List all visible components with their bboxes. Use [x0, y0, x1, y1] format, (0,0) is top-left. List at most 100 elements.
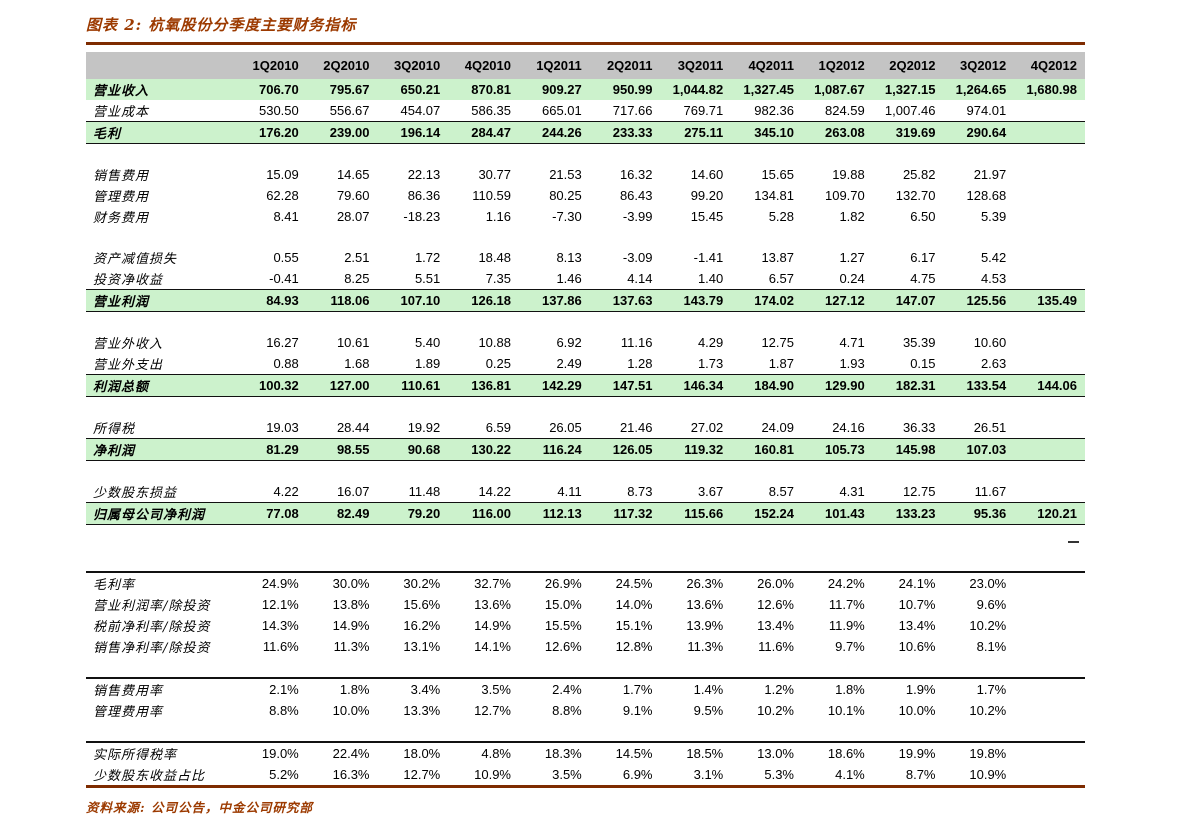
cell-value: 1.2% — [731, 677, 802, 700]
row-label: 利润总额 — [86, 374, 236, 397]
cell-value: 1.28 — [627, 356, 653, 371]
table-row: 投资净收益 -0.41 8.25 5.51 7.35 1.46 4.14 1.40 6.57 0.… — [86, 268, 1085, 290]
cell-value: 1,680.98 — [1014, 79, 1085, 100]
cell-value: 133.54 — [943, 374, 1015, 397]
spacer-row — [86, 657, 1085, 678]
cell-value: 160.81 — [731, 438, 802, 461]
cell-value: 6.50 — [910, 209, 936, 224]
cell-value: 19.88 — [832, 167, 865, 182]
cell-value: 319.69 — [872, 121, 944, 144]
cell-value: 19.8% — [943, 741, 1015, 764]
cell-value: 81.29 — [236, 438, 307, 461]
row-label: 毛利率 — [86, 571, 236, 594]
table-row: 少数股东收益占比 5.2% 16.3% 12.7% 10.9% 3.5% 6.9% 3.1% 5… — [86, 764, 1085, 785]
cell-value — [1014, 571, 1085, 594]
cell-value: 26.0% — [731, 571, 802, 594]
cell-value: 79.20 — [377, 502, 449, 525]
cell-value: 147.07 — [872, 289, 944, 312]
cell-value: 15.0% — [544, 597, 582, 612]
cell-value — [1014, 100, 1085, 122]
cell-value: 14.1% — [474, 639, 511, 654]
cell-value: 21.53 — [549, 167, 582, 182]
cell-value: 14.0% — [615, 597, 653, 612]
cell-value: 1.68 — [344, 356, 370, 371]
cell-value: -3.09 — [622, 250, 653, 265]
cell-value: 18.0% — [377, 741, 449, 764]
cell-value — [1014, 417, 1085, 439]
cell-value: 119.32 — [660, 438, 732, 461]
spacer-row — [86, 144, 1085, 165]
column-header: 4Q2011 — [731, 52, 802, 79]
cell-value: 116.24 — [519, 438, 590, 461]
cell-value: 1.40 — [697, 271, 724, 286]
cell-value: 909.27 — [519, 79, 590, 100]
spacer-cell — [86, 461, 1085, 482]
cell-value: 10.1% — [827, 703, 865, 718]
table-row: 管理费用率 8.8% 10.0% 13.3% 12.7% 8.8% 9.1% 9.5% 10.2… — [86, 700, 1085, 721]
cell-value: 107.03 — [943, 438, 1015, 461]
cell-value: 6.92 — [556, 335, 582, 350]
cell-value: 184.90 — [731, 374, 802, 397]
spacer-row — [86, 312, 1085, 333]
table-body: 营业收入 706.70 795.67 650.21 870.81 909.27 950.99… — [86, 79, 1085, 785]
cell-value: 135.49 — [1014, 289, 1085, 312]
cell-value: 5.42 — [980, 250, 1007, 265]
cell-value: 18.6% — [802, 741, 873, 764]
cell-value: 12.6% — [544, 639, 582, 654]
cell-value — [1014, 206, 1085, 227]
cell-value: 586.35 — [471, 103, 511, 118]
cell-value: 12.75 — [761, 335, 794, 350]
cell-value: 5.2% — [269, 767, 299, 782]
cell-value: 137.86 — [519, 289, 590, 312]
cell-value: 10.0% — [898, 703, 936, 718]
cell-value: 196.14 — [377, 121, 449, 144]
cell-value: 0.24 — [839, 271, 865, 286]
cell-value: 62.28 — [266, 188, 299, 203]
cell-value: 717.66 — [612, 103, 653, 118]
cell-value: 11.9% — [828, 618, 865, 633]
cell-value: 26.9% — [519, 571, 590, 594]
row-label-header — [86, 52, 236, 79]
spacer-row — [86, 461, 1085, 482]
cell-value: 118.06 — [306, 289, 378, 312]
row-label: 财务费用 — [93, 211, 150, 226]
cell-value: 14.60 — [690, 167, 724, 182]
cell-value: 4.53 — [980, 271, 1007, 286]
column-header: 2Q2010 — [306, 52, 378, 79]
cell-value: 1.27 — [839, 250, 865, 265]
cell-value: 77.08 — [236, 502, 307, 525]
cell-value: 11.6% — [758, 639, 794, 654]
cell-value: -1.41 — [693, 250, 724, 265]
row-label: 少数股东收益占比 — [93, 769, 206, 784]
spacer-row — [86, 525, 1085, 573]
cell-value: 15.45 — [690, 209, 724, 224]
column-header: 2Q2011 — [589, 52, 661, 79]
table-row: 管理费用 62.28 79.60 86.36 110.59 80.25 86.43 99.20… — [86, 185, 1085, 206]
cell-value: 144.06 — [1014, 374, 1085, 397]
cell-value: 1.87 — [768, 356, 794, 371]
cell-value: 3.5% — [448, 677, 519, 700]
cell-value: -3.99 — [622, 209, 653, 224]
cell-value: 6.59 — [485, 420, 511, 435]
row-label: 销售费用 — [93, 169, 150, 184]
cell-value: 1,087.67 — [802, 79, 873, 100]
cell-value: 0.25 — [485, 356, 511, 371]
spacer-row — [86, 397, 1085, 418]
column-header: 4Q2010 — [448, 52, 519, 79]
cell-value: 126.05 — [589, 438, 661, 461]
row-label: 少数股东损益 — [93, 486, 178, 501]
cell-value: 244.26 — [519, 121, 590, 144]
cell-value: 10.2% — [969, 618, 1007, 633]
cell-value: 4.22 — [273, 484, 299, 499]
cell-value: 14.9% — [474, 618, 511, 633]
cell-value: 10.9% — [474, 767, 511, 782]
cell-value: 24.9% — [236, 571, 307, 594]
cell-value: 8.7% — [905, 767, 936, 782]
cell-value: 9.7% — [835, 639, 865, 654]
cell-value: 19.03 — [266, 420, 299, 435]
cell-value: 115.66 — [660, 502, 732, 525]
table-row: 营业利润率/除投资 12.1% 13.8% 15.6% 13.6% 15.0% 14.0% 1… — [86, 594, 1085, 615]
table-row: 毛利率 24.9% 30.0% 30.2% 32.7% 26.9% 24.5% 26.3% 26… — [86, 571, 1085, 594]
cell-value: 137.63 — [589, 289, 661, 312]
cell-value: 11.7% — [828, 597, 865, 612]
